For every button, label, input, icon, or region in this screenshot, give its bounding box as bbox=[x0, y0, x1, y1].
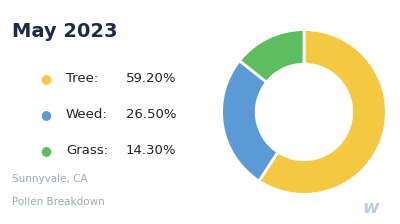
Text: ●: ● bbox=[40, 108, 51, 121]
Text: 26.50%: 26.50% bbox=[126, 108, 176, 121]
Text: Pollen Breakdown: Pollen Breakdown bbox=[12, 197, 105, 207]
Text: ●: ● bbox=[40, 72, 51, 85]
Text: Weed:: Weed: bbox=[66, 108, 108, 121]
Text: 14.30%: 14.30% bbox=[126, 144, 176, 157]
Text: Tree:: Tree: bbox=[66, 72, 98, 85]
Wedge shape bbox=[259, 30, 386, 194]
Wedge shape bbox=[222, 61, 278, 181]
Text: ●: ● bbox=[40, 144, 51, 157]
Text: Sunnyvale, CA: Sunnyvale, CA bbox=[12, 174, 88, 184]
Text: Grass:: Grass: bbox=[66, 144, 108, 157]
Wedge shape bbox=[240, 30, 304, 82]
Text: May 2023: May 2023 bbox=[12, 22, 118, 41]
Text: w: w bbox=[362, 199, 379, 217]
Circle shape bbox=[256, 64, 352, 160]
Text: 59.20%: 59.20% bbox=[126, 72, 176, 85]
